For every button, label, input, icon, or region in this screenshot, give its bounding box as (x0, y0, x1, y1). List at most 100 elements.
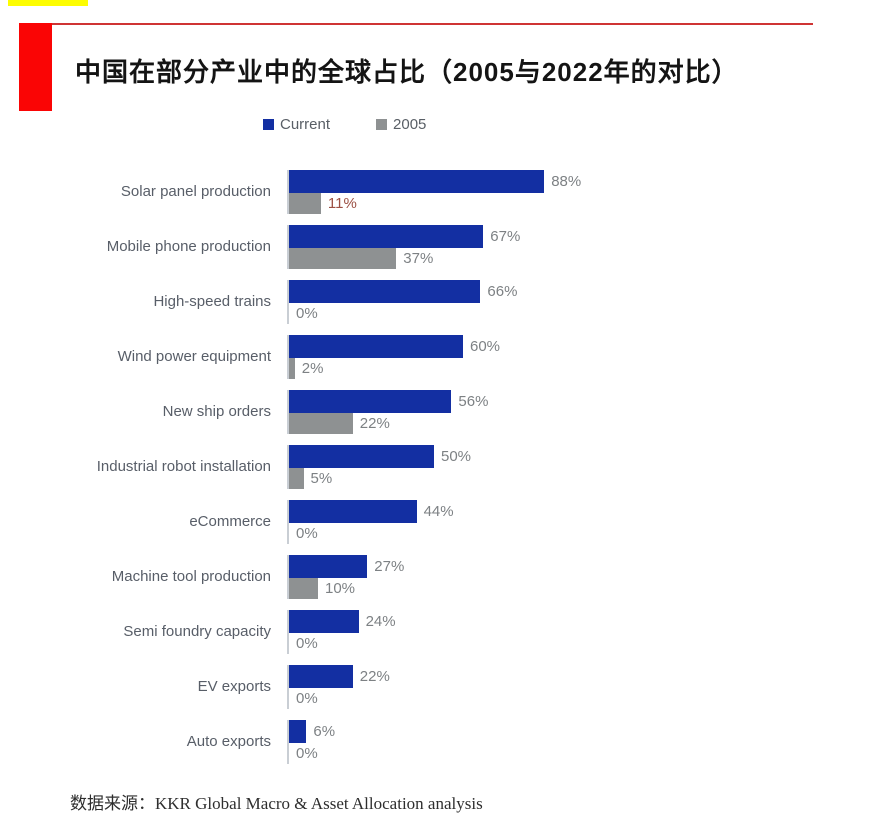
chart-row: Machine tool production 27% 10% (20, 555, 649, 610)
bars-area: 88% 11% (287, 170, 649, 214)
chart-row: Semi foundry capacity 24% 0% (20, 610, 649, 665)
bar-current-value: 88% (551, 173, 582, 190)
legend-item-2005: 2005 (376, 116, 426, 133)
bar-2005-value: 0% (296, 525, 318, 542)
legend-swatch-2005-icon (376, 119, 388, 130)
category-label: Industrial robot installation (96, 457, 271, 475)
bar-current-value: 27% (374, 558, 405, 575)
bar-current-value: 66% (487, 283, 518, 300)
bar-line-2005: 0% (289, 633, 649, 654)
chart-row: Industrial robot installation 50% 5% (20, 445, 649, 500)
bar-current (289, 445, 434, 468)
chart-rows: Solar panel production 88% 11% Mobile ph… (20, 170, 649, 775)
bar-current (289, 170, 545, 193)
bar-line-2005: 0% (289, 688, 649, 709)
bars-area: 60% 2% (287, 335, 649, 379)
bar-2005-value: 5% (310, 470, 333, 487)
chart-title: 中国在部分产业中的全球占比（2005与2022年的对比） (75, 57, 739, 87)
bar-current (289, 335, 463, 358)
bar-2005-value: 0% (296, 745, 318, 762)
bar-line-2005: 5% (289, 468, 649, 489)
source-note: 数据来源：KKR Global Macro & Asset Allocation… (70, 794, 483, 813)
chart-row: Solar panel production 88% 11% (20, 170, 649, 225)
bar-line-current: 66% (289, 280, 649, 303)
category-label: New ship orders (162, 402, 271, 420)
bar-2005 (289, 413, 353, 434)
category-label: EV exports (197, 677, 271, 695)
bar-line-2005: 37% (289, 248, 649, 269)
bar-line-current: 6% (289, 720, 649, 743)
bar-current (289, 610, 359, 633)
chart-row: High-speed trains 66% 0% (20, 280, 649, 335)
bar-2005-value: 0% (296, 305, 318, 322)
bar-2005-value: 0% (296, 635, 318, 652)
bars-area: 56% 22% (287, 390, 649, 434)
chart-row: Wind power equipment 60% 2% (20, 335, 649, 390)
chart-legend: Current 2005 (263, 116, 426, 133)
chart-row: Mobile phone production 67% 37% (20, 225, 649, 280)
bar-line-current: 56% (289, 390, 649, 413)
bar-2005 (289, 248, 397, 269)
bar-current (289, 555, 368, 578)
bar-current-value: 24% (365, 613, 396, 630)
red-block-annotation (19, 23, 52, 111)
bars-area: 44% 0% (287, 500, 649, 544)
bars-area: 50% 5% (287, 445, 649, 489)
category-label: Solar panel production (120, 182, 271, 200)
category-label: Mobile phone production (106, 237, 271, 255)
bars-area: 6% 0% (287, 720, 649, 764)
bars-area: 67% 37% (287, 225, 649, 269)
bar-2005-value: 0% (296, 690, 318, 707)
bar-current (289, 390, 452, 413)
bar-2005 (289, 358, 295, 379)
bar-current (289, 280, 481, 303)
bar-line-current: 44% (289, 500, 649, 523)
bar-current-value: 22% (359, 668, 390, 685)
bars-area: 66% 0% (287, 280, 649, 324)
legend-label-current: Current (280, 116, 331, 133)
bar-2005-value: 10% (325, 580, 356, 597)
chart-row: Auto exports 6% 0% (20, 720, 649, 775)
bar-current-value: 60% (470, 338, 501, 355)
bar-line-2005: 10% (289, 578, 649, 599)
bar-line-2005: 0% (289, 523, 649, 544)
bar-line-2005: 22% (289, 413, 649, 434)
category-label: Semi foundry capacity (123, 622, 271, 640)
category-label: Auto exports (186, 732, 271, 750)
category-label: Machine tool production (111, 567, 271, 585)
red-underline-annotation (19, 23, 813, 25)
bar-line-current: 67% (289, 225, 649, 248)
bar-2005-value: 37% (403, 250, 434, 267)
bar-current-value: 44% (423, 503, 454, 520)
bar-2005-value: 22% (359, 415, 390, 432)
bar-line-current: 27% (289, 555, 649, 578)
bars-area: 24% 0% (287, 610, 649, 654)
bar-chart: Solar panel production 88% 11% Mobile ph… (20, 170, 649, 775)
bar-2005 (289, 193, 321, 214)
category-label: High-speed trains (153, 292, 271, 310)
bar-current (289, 225, 484, 248)
bar-line-current: 88% (289, 170, 649, 193)
bar-line-current: 50% (289, 445, 649, 468)
category-label: Wind power equipment (117, 347, 271, 365)
legend-item-current: Current (263, 116, 330, 133)
bar-current-value: 50% (441, 448, 472, 465)
bar-line-current: 24% (289, 610, 649, 633)
chart-row: eCommerce 44% 0% (20, 500, 649, 555)
yellow-highlight-mark (8, 0, 88, 6)
bars-area: 22% 0% (287, 665, 649, 709)
legend-swatch-current-icon (263, 119, 274, 130)
bar-2005-value: 2% (301, 360, 324, 377)
bar-current (289, 665, 353, 688)
bars-area: 27% 10% (287, 555, 649, 599)
bar-current (289, 500, 417, 523)
bar-2005 (289, 578, 318, 599)
bar-current (289, 720, 307, 743)
bar-line-current: 22% (289, 665, 649, 688)
legend-label-2005: 2005 (393, 116, 427, 133)
bar-line-2005: 2% (289, 358, 649, 379)
category-label: eCommerce (189, 512, 271, 530)
chart-row: New ship orders 56% 22% (20, 390, 649, 445)
bar-line-2005: 0% (289, 303, 649, 324)
